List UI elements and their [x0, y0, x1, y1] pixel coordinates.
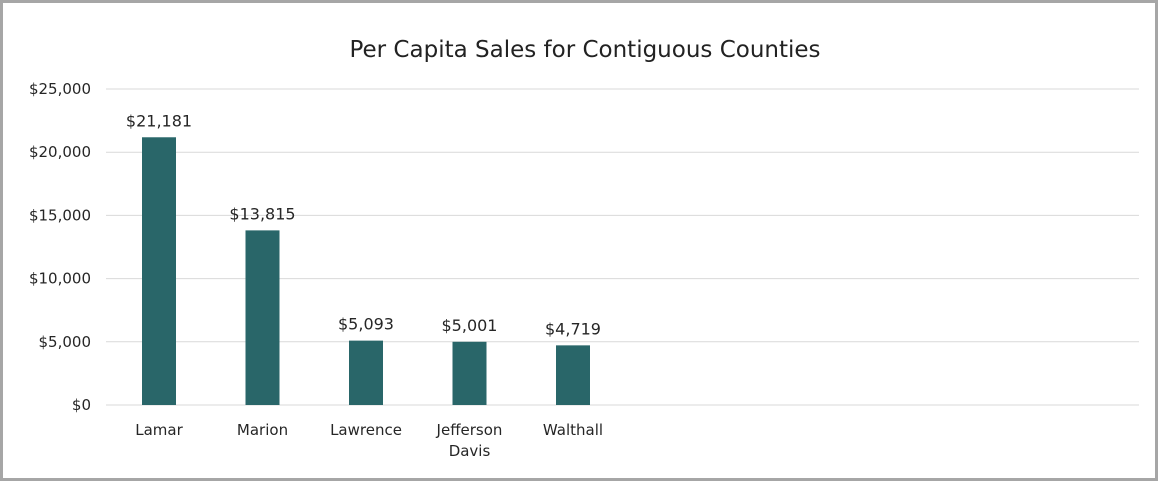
- category-label: Jefferson: [436, 421, 503, 439]
- y-tick-label: $15,000: [29, 206, 91, 224]
- data-label: $13,815: [229, 204, 295, 223]
- y-tick-label: $0: [72, 396, 91, 414]
- bar: [245, 230, 280, 405]
- y-axis-ticks: $0 $5,000 $10,000 $15,000 $20,000 $25,000: [29, 80, 91, 414]
- bar: [556, 345, 590, 405]
- x-axis-categories: Lamar Marion Lawrence Jefferson Davis Walthal…: [135, 421, 603, 460]
- data-labels: $21,181 $13,815 $5,093 $5,001 $4,719: [126, 111, 601, 338]
- category-label: Lamar: [135, 421, 183, 439]
- bars: [142, 137, 590, 405]
- category-label: Lawrence: [330, 421, 402, 439]
- y-tick-label: $5,000: [39, 333, 92, 351]
- category-label: Walthall: [543, 421, 603, 439]
- category-label: Davis: [449, 442, 491, 460]
- bar: [349, 340, 383, 405]
- bar-chart: Per Capita Sales for Contiguous Counties…: [29, 37, 1139, 460]
- data-label: $5,093: [338, 315, 394, 334]
- bar: [452, 341, 487, 405]
- data-label: $5,001: [442, 316, 498, 335]
- category-label: Marion: [237, 421, 288, 439]
- y-tick-label: $20,000: [29, 143, 91, 161]
- chart-title: Per Capita Sales for Contiguous Counties: [349, 37, 820, 63]
- bar: [142, 137, 176, 405]
- y-tick-label: $10,000: [29, 270, 91, 288]
- data-label: $21,181: [126, 111, 192, 130]
- data-label: $4,719: [545, 319, 601, 338]
- y-tick-label: $25,000: [29, 80, 91, 98]
